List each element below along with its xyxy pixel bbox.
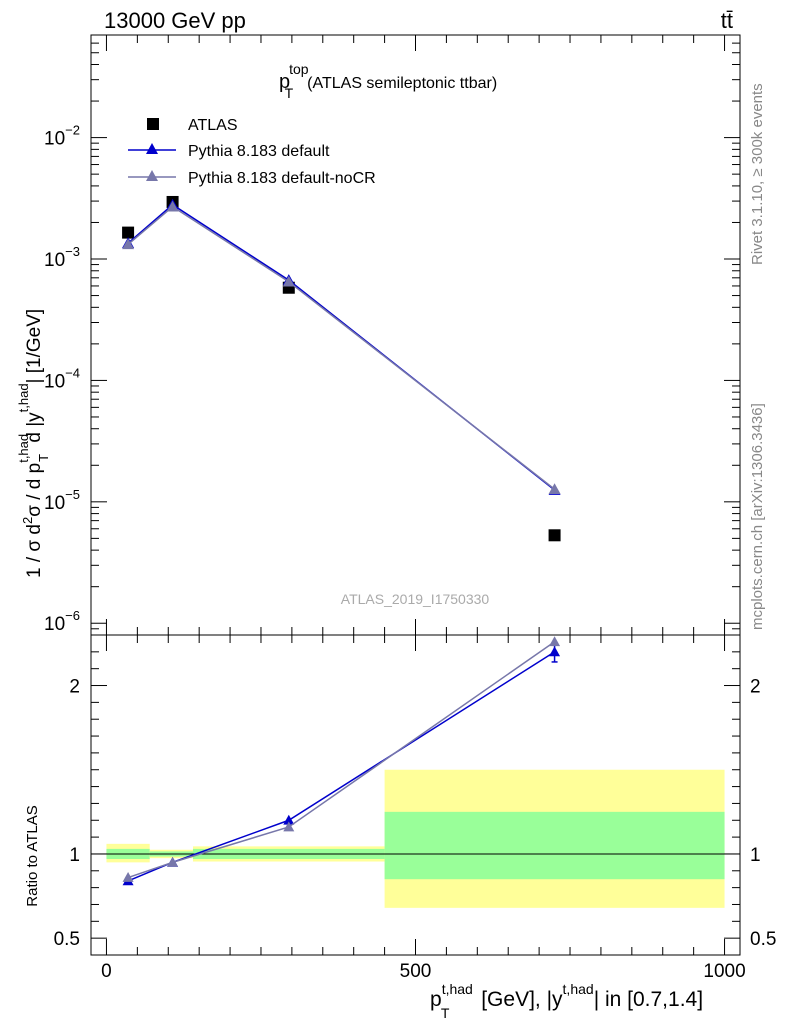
x-axis-label: pt,had T [GeV], |yt,had| in [0.7,1.4] <box>430 981 703 1021</box>
ratio-nocr-line <box>127 641 556 879</box>
main-y-tick-label: 10−4 <box>44 365 80 392</box>
main-y-axis-label: 1 / σ d2σ / d pt,had T d |yt,had| [1/GeV] <box>16 309 51 578</box>
legend-atlas-label: ATLAS <box>188 117 238 134</box>
pythia-nocr-point <box>122 238 135 250</box>
legend-nocr-marker <box>146 170 158 181</box>
plot-title-symbol: p <box>279 71 290 93</box>
ratio-uncertainty-bands <box>91 769 740 908</box>
atlas-data-point <box>122 226 135 239</box>
pythia-nocr-point <box>548 483 561 495</box>
ratio-y-tick-label-right: 2 <box>750 677 761 698</box>
main-series <box>122 195 561 542</box>
ratio-nocr-point <box>122 872 134 882</box>
ratio-band-inner <box>384 811 725 880</box>
ratio-nocr-point <box>167 856 179 867</box>
pythia-nocr-point <box>166 200 179 212</box>
ratio-axes: 0.5 0.5 1 1 2 2 0 500 1000 <box>54 635 776 982</box>
ratio-nocr-point <box>549 636 561 647</box>
legend: ATLAS Pythia 8.183 default Pythia 8.183 … <box>128 117 376 187</box>
legend-nocr-label: Pythia 8.183 default-noCR <box>188 170 376 187</box>
pythia-nocr-point <box>282 275 295 287</box>
rivet-version-label: Rivet 3.1.10, ≥ 300k events <box>749 83 766 265</box>
process-label: tt̄ <box>721 8 733 33</box>
ratio-default-line <box>127 651 555 882</box>
ratio-y-tick-label-left: 0.5 <box>54 929 80 950</box>
plot-title-subscript: T <box>285 85 294 101</box>
x-tick-label: 500 <box>400 961 432 982</box>
legend-atlas-marker <box>147 118 159 130</box>
legend-default-label: Pythia 8.183 default <box>188 143 330 160</box>
main-y-tick-label: 10−6 <box>44 608 80 635</box>
plot-title: ptop T (ATLAS semileptonic ttbar) <box>279 61 497 101</box>
main-y-axis: 10−6 10−5 10−4 10−3 10−2 <box>44 34 740 636</box>
main-y-tick-label: 10−3 <box>44 244 80 271</box>
main-y-tick-label: 10−2 <box>44 123 80 150</box>
ratio-y-tick-label-right: 1 <box>750 845 761 866</box>
legend-default-marker <box>146 143 158 154</box>
x-tick-label: 0 <box>101 961 112 982</box>
pythia-default-line <box>127 203 556 491</box>
mcplots-label: mcplots.cern.ch [arXiv:1306.3436] <box>749 403 766 630</box>
ratio-nocr-point <box>283 821 295 832</box>
ratio-y-tick-label-left: 1 <box>69 845 80 866</box>
atlas-data-point <box>548 529 561 542</box>
ratio-default-point <box>283 814 295 825</box>
energy-label: 13000 GeV pp <box>104 8 246 33</box>
ratio-series <box>122 636 561 886</box>
plot-title-description: (ATLAS semileptonic ttbar) <box>307 75 497 92</box>
ratio-y-axis-label: Ratio to ATLAS <box>24 805 41 906</box>
plot-title-superscript: top <box>289 61 309 77</box>
pythia-nocr-line <box>127 205 556 490</box>
ratio-y-tick-label-left: 2 <box>69 677 80 698</box>
main-y-tick-label: 10−5 <box>44 487 80 514</box>
analysis-watermark: ATLAS_2019_I1750330 <box>341 591 490 607</box>
ratio-y-tick-label-right: 0.5 <box>750 929 776 950</box>
x-tick-label: 1000 <box>703 961 745 982</box>
